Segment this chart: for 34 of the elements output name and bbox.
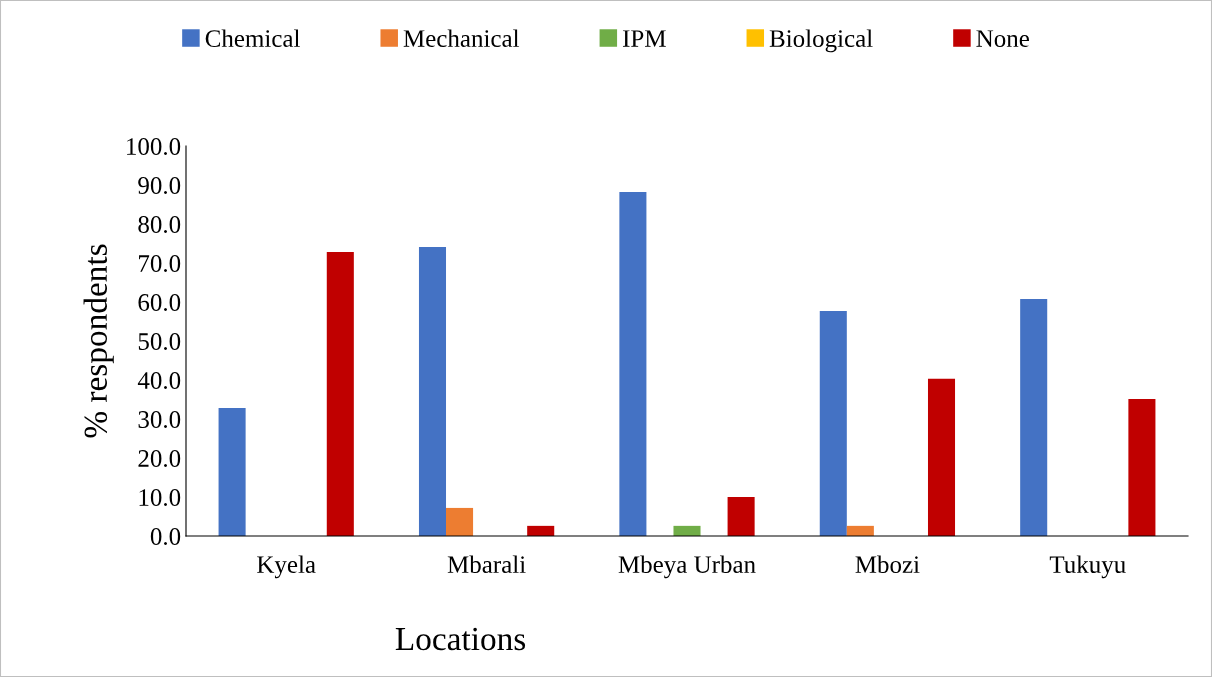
x-tick-label: Mbarali: [447, 555, 526, 574]
legend-label: None: [976, 30, 1029, 48]
y-tick-label: 0.0: [150, 528, 181, 546]
bar: [619, 192, 647, 536]
bar: [673, 525, 701, 536]
y-axis-title: % respondents: [83, 244, 114, 438]
legend-label: Chemical: [205, 29, 300, 48]
x-tick-label: Kyela: [257, 555, 316, 579]
y-tick-label: 70.0: [139, 255, 181, 273]
y-tick-label: 60.0: [138, 294, 181, 312]
bar: [1020, 298, 1048, 536]
y-tick-label: 100.0: [127, 138, 181, 156]
bar: [927, 378, 956, 536]
y-tick-label: 50.0: [138, 333, 181, 351]
x-tick-label: Mbeya Urban: [618, 555, 756, 579]
bar: [326, 252, 354, 536]
y-tick-label: 10.0: [139, 489, 181, 507]
bar: [727, 497, 755, 536]
y-tick-label: 20.0: [138, 450, 181, 468]
y-tick-label: 40.0: [137, 372, 181, 390]
legend-label: IPM: [622, 30, 666, 47]
legend-label: Biological: [769, 29, 873, 53]
y-tick-label: 90.0: [138, 177, 181, 195]
y-tick-label: 80.0: [138, 216, 181, 234]
x-tick-label: Mbozi: [855, 555, 920, 574]
bar: [446, 507, 474, 536]
legend-label: Mechanical: [403, 29, 520, 48]
bar: [819, 310, 847, 536]
bar: [218, 408, 246, 536]
x-tick-label: Tukuyu: [1049, 555, 1126, 579]
y-tick-label: 30.0: [138, 411, 181, 429]
bar: [418, 247, 447, 536]
bar: [1128, 399, 1156, 536]
x-axis-title: Locations: [395, 627, 526, 651]
